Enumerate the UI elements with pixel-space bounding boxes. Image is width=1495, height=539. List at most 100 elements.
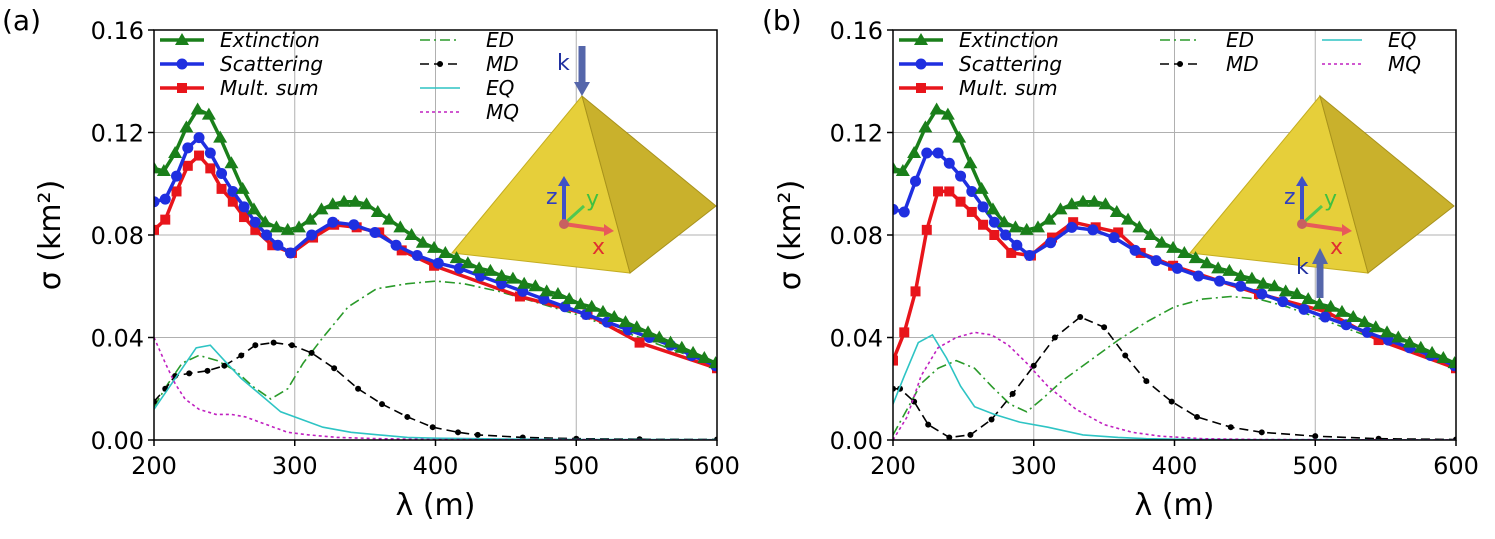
pyramid-side-face: [581, 94, 717, 274]
data-point: [285, 247, 297, 259]
legend-entry: EQ: [1388, 28, 1416, 52]
data-point: [584, 299, 599, 312]
data-point: [205, 163, 216, 174]
data-point: [573, 297, 588, 310]
x-axis-label: λ (m): [1135, 488, 1215, 523]
data-point: [190, 102, 205, 115]
y-tick-label: 0.08: [91, 222, 144, 250]
data-point: [1113, 227, 1124, 238]
data-point: [1143, 228, 1158, 240]
data-point: [261, 229, 273, 241]
data-point: [1171, 262, 1183, 274]
data-point: [634, 337, 645, 348]
data-point: [239, 212, 250, 223]
data-point: [1154, 235, 1169, 248]
data-point: [1188, 251, 1203, 264]
data-point: [216, 183, 227, 194]
data-point: [933, 186, 944, 197]
data-point: [1233, 269, 1248, 281]
data-point: [955, 196, 966, 207]
data-point: [1357, 315, 1372, 328]
legend-entry: MQ: [1388, 52, 1421, 76]
origin-dot: [1297, 219, 1307, 229]
data-point: [1087, 224, 1099, 236]
data-point: [1008, 220, 1023, 233]
data-point: [250, 224, 261, 235]
x-tick-label: 200: [870, 452, 916, 480]
data-point: [1168, 398, 1175, 405]
data-point: [1132, 220, 1147, 233]
series-line: [893, 295, 1456, 436]
data-point: [1375, 435, 1382, 440]
data-point: [154, 196, 160, 208]
data-point: [432, 257, 444, 269]
data-point: [893, 203, 899, 215]
x-axis-inset-label: x: [592, 235, 605, 260]
data-point: [179, 120, 194, 133]
data-point: [1214, 275, 1226, 287]
data-point: [1277, 296, 1289, 308]
y-tick-label: 0.04: [830, 325, 883, 353]
data-point: [899, 327, 910, 338]
legend-marker: [176, 58, 188, 70]
z-axis-arrowhead: [1296, 176, 1308, 186]
y-tick-label: 0.08: [830, 222, 883, 250]
data-point: [989, 230, 1000, 240]
data-point: [270, 339, 277, 346]
data-point: [1011, 239, 1023, 251]
panel-label: (b): [762, 4, 802, 37]
data-point: [390, 239, 402, 251]
data-point: [160, 214, 171, 225]
data-point: [918, 120, 933, 133]
data-point: [235, 181, 250, 194]
data-point: [1109, 204, 1124, 217]
legend-marker: [915, 58, 927, 70]
data-point: [280, 222, 295, 235]
y-axis-inset-label: y: [586, 187, 599, 212]
data-point: [415, 235, 430, 248]
data-point: [607, 310, 622, 322]
data-point: [895, 163, 910, 176]
data-point: [396, 245, 407, 256]
series-line: [154, 344, 717, 440]
data-point: [1066, 221, 1078, 233]
legend-entry: EQ: [486, 76, 514, 100]
data-point: [663, 335, 678, 348]
data-point: [907, 146, 922, 158]
data-point: [216, 168, 228, 179]
data-point: [308, 349, 315, 356]
data-point: [910, 286, 921, 297]
data-point: [1319, 311, 1331, 323]
data-point: [1334, 304, 1349, 317]
panel-b: 200 300 400 500 600 0.00 0.04 0.08 0.12 0.16 λ (m)…: [762, 4, 1479, 523]
data-point: [221, 362, 228, 369]
y-tick-label: 0.00: [91, 427, 144, 455]
k-label: k: [1296, 255, 1309, 280]
data-point: [288, 342, 295, 349]
data-point: [411, 250, 423, 261]
data-point: [966, 185, 978, 197]
data-point: [314, 202, 329, 215]
data-point: [898, 206, 910, 218]
pyramid-side-face: [1319, 94, 1455, 274]
z-axis-label: z: [546, 185, 558, 210]
data-point: [1413, 340, 1428, 353]
legend-marker: [175, 33, 189, 45]
data-point: [1323, 299, 1338, 312]
data-point: [1380, 325, 1395, 338]
y-tick-label: 0.12: [830, 120, 883, 148]
data-point: [1267, 279, 1282, 292]
data-point: [940, 107, 955, 120]
data-point: [1222, 263, 1237, 276]
legend-marker: [914, 33, 928, 45]
data-point: [182, 142, 194, 154]
data-point: [1289, 286, 1304, 299]
y-axis-label: σ (km²): [773, 180, 808, 291]
data-point: [974, 181, 989, 194]
data-point: [988, 416, 995, 423]
data-point: [348, 194, 363, 207]
legend-entry: Scattering: [959, 52, 1062, 76]
data-point: [966, 206, 977, 217]
